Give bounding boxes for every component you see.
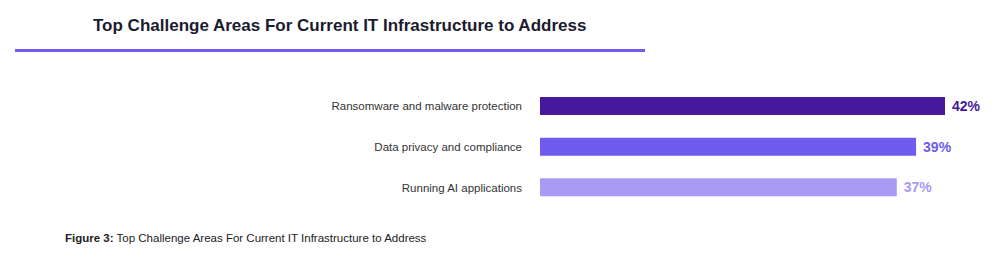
html-text:Top Challenge Areas For Curren: Top Challenge Areas For Current IT Infra… [93, 16, 587, 35]
html-text:Figure 3: Top Challenge Areas: Figure 3: Top Challenge Areas For Curren… [65, 232, 427, 244]
svg-text:Running AI applications: Running AI applications [402, 182, 522, 194]
svg-text:Data privacy and compliance: Data privacy and compliance [374, 141, 522, 153]
svg-text:42%: 42% [952, 98, 981, 114]
svg-text:39%: 39% [923, 139, 952, 155]
svg-text:Ransomware and malware protect: Ransomware and malware protection [332, 100, 522, 112]
svg-text:37%: 37% [904, 179, 933, 195]
